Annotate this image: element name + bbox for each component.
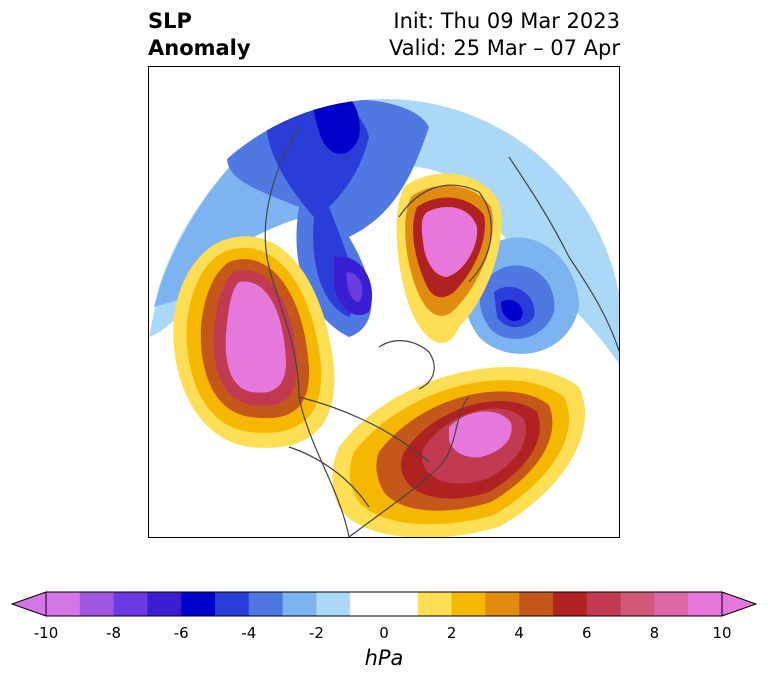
siberia-low-center xyxy=(346,272,363,302)
colorbar-cell xyxy=(654,592,689,616)
pacific-high-core xyxy=(225,281,286,393)
colorbar-cell xyxy=(586,592,622,616)
colorbar-cell xyxy=(316,592,351,616)
colorbar-cell xyxy=(553,592,588,616)
colorbar-cell xyxy=(688,592,723,616)
colorbar-outline xyxy=(45,591,723,617)
tick-label: 0 xyxy=(379,624,389,642)
scandinavia-low-center xyxy=(501,299,523,322)
colorbar-cell xyxy=(384,592,419,616)
init-date: Init: Thu 09 Mar 2023 xyxy=(393,9,620,33)
colorbar-cell xyxy=(620,592,655,616)
tick-label: -10 xyxy=(33,624,59,642)
tick-label: 4 xyxy=(514,624,524,642)
colorbar-cell xyxy=(519,592,554,616)
title-line-slp: SLP xyxy=(148,9,192,33)
colorbar-cell xyxy=(485,592,520,616)
tick-label: -8 xyxy=(106,624,122,642)
colorbar-cell xyxy=(147,592,182,616)
colorbar-under-arrow xyxy=(10,591,47,617)
arctic-high-core xyxy=(421,207,478,277)
colorbar-cell xyxy=(248,592,284,616)
map-panel xyxy=(148,66,620,538)
tick-label: 6 xyxy=(582,624,592,642)
colorbar-over-arrow xyxy=(721,591,758,617)
colorbar xyxy=(10,591,758,617)
tick-label: 8 xyxy=(649,624,660,642)
colorbar-cell xyxy=(79,592,115,616)
tick-label: -4 xyxy=(241,624,257,642)
colorbar-cell xyxy=(417,592,453,616)
colorbar-cell xyxy=(282,592,317,616)
colorbar-cell xyxy=(350,592,385,616)
colorbar-cells xyxy=(46,592,723,616)
colorbar-cell xyxy=(451,592,486,616)
date-info: Init: Thu 09 Mar 2023 Valid: 25 Mar – 07… xyxy=(389,8,620,62)
chart-title: SLP Anomaly xyxy=(148,8,251,62)
colorbar-cell xyxy=(46,592,81,616)
valid-range: Valid: 25 Mar – 07 Apr xyxy=(389,36,620,60)
colorbar-cell xyxy=(215,592,250,616)
coastline-lines xyxy=(264,126,619,537)
colorbar-unit: hPa xyxy=(364,646,404,670)
tick-label: 10 xyxy=(712,624,732,642)
colorbar-ticks: -10 -8 -6 -4 -2 0 2 4 6 8 10 xyxy=(0,624,768,644)
colorbar-cell xyxy=(113,592,148,616)
tick-label: 2 xyxy=(446,624,457,642)
tick-label: -6 xyxy=(173,624,189,642)
colorbar-cell xyxy=(181,592,216,616)
tick-label: -2 xyxy=(308,624,324,642)
slp-anomaly-map xyxy=(149,99,619,537)
atlantic-high-core xyxy=(449,411,512,458)
title-line-anomaly: Anomaly xyxy=(148,36,251,60)
